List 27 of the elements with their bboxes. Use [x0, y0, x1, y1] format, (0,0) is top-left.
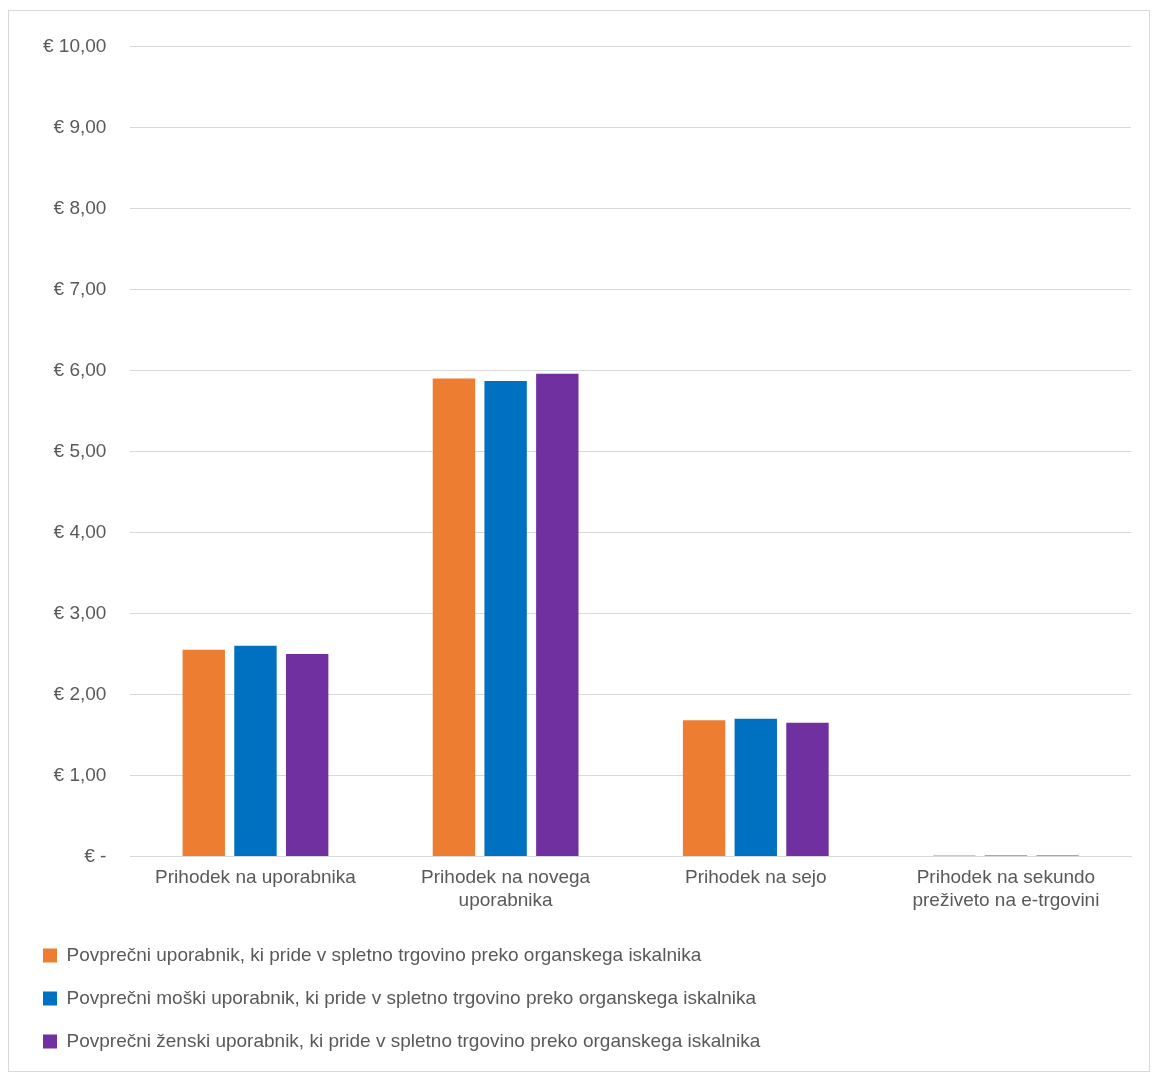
bar [432, 378, 476, 856]
bar [182, 649, 225, 856]
bar [734, 718, 777, 856]
y-tick-label: € 6,00 [53, 358, 107, 380]
x-tick-label: Prihodek na sejo [685, 866, 827, 888]
legend-label: Povprečni moški uporabnik, ki pride v spletno trgovino preko organskega iskalnika [66, 986, 757, 1008]
bar [682, 720, 726, 856]
y-tick-label: € - [84, 844, 107, 866]
legend-label: Povprečni uporabnik, ki pride v spletno trgovino preko organskega iskalnika [66, 943, 702, 965]
y-tick-label: € 10,00 [42, 34, 107, 56]
bar [484, 380, 527, 856]
y-tick-label: € 7,00 [53, 277, 107, 299]
x-tick-label: Prihodek na uporabnika [155, 866, 357, 888]
y-tick-label: € 8,00 [53, 196, 107, 218]
bar [786, 722, 829, 856]
bar [234, 645, 277, 856]
y-tick-label: € 2,00 [53, 682, 107, 704]
x-tick-label: Prihodek na sekundo preživeto na e-trgovini [912, 866, 1100, 910]
y-tick-label: € 1,00 [53, 763, 107, 785]
y-tick-label: € 5,00 [53, 439, 107, 461]
y-tick-label: € 3,00 [53, 601, 107, 623]
y-tick-label: € 9,00 [53, 115, 107, 137]
x-tick-label: Prihodek na novega uporabnika [421, 866, 591, 910]
bar [285, 653, 329, 856]
bar [536, 373, 579, 856]
y-tick-label: € 4,00 [53, 520, 107, 542]
legend-label: Povprečni ženski uporabnik, ki pride v spletno trgovino preko organskega iskalnika [66, 1029, 761, 1051]
